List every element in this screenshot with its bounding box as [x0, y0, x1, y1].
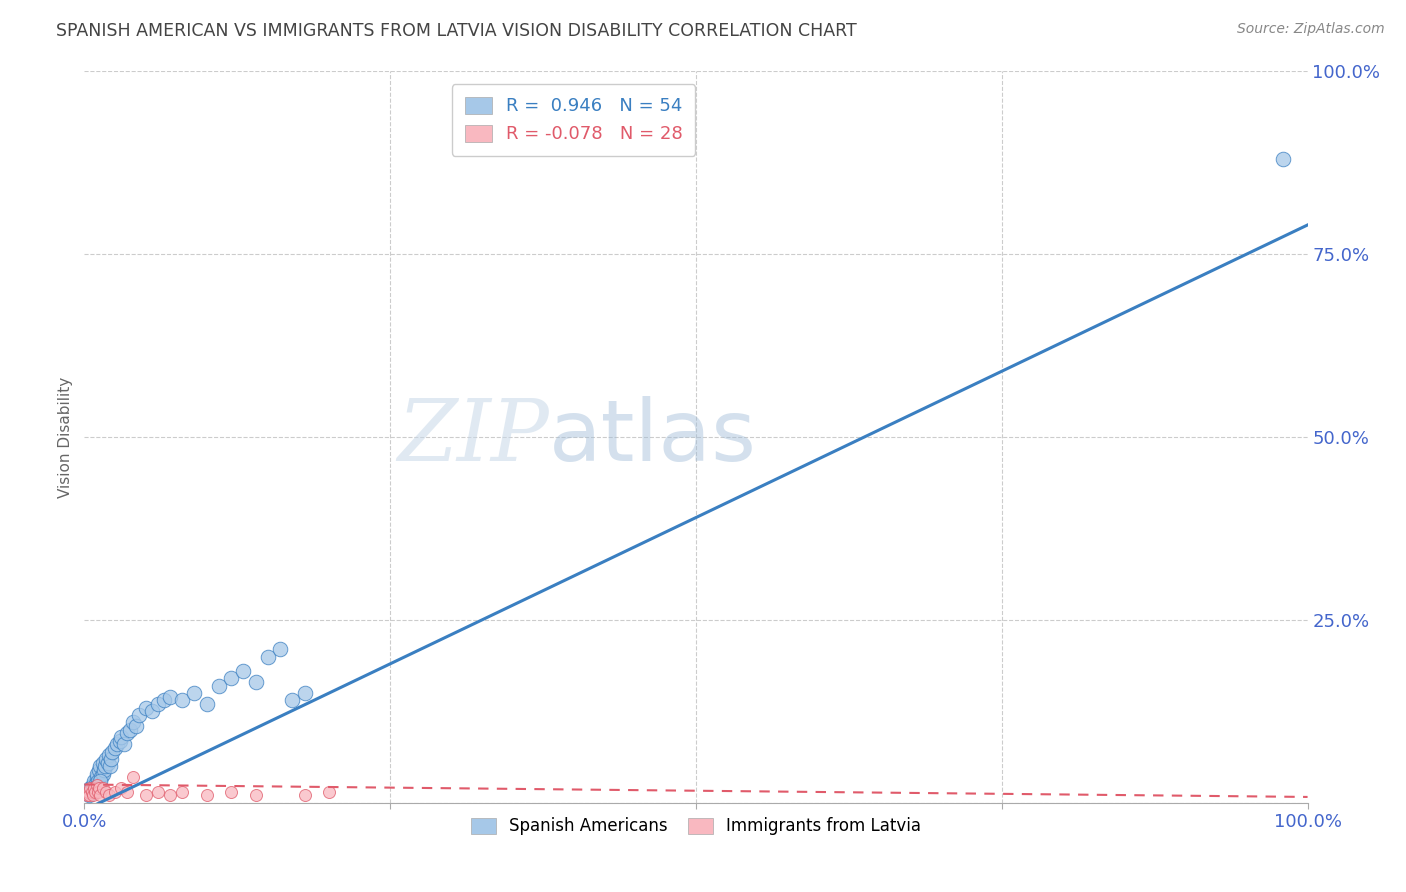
Point: [318, 785, 340, 799]
Point: [257, 649, 280, 664]
Point: [294, 686, 316, 700]
Point: [195, 697, 218, 711]
Point: [112, 737, 135, 751]
Point: [82, 789, 104, 803]
Point: [125, 719, 148, 733]
Y-axis label: Vision Disability: Vision Disability: [58, 376, 73, 498]
Point: [104, 785, 127, 799]
Point: [79, 781, 101, 796]
Point: [269, 642, 291, 657]
Point: [153, 693, 176, 707]
Point: [281, 693, 304, 707]
Point: [86, 778, 108, 792]
Point: [80, 785, 103, 799]
Point: [97, 748, 120, 763]
Point: [172, 785, 194, 799]
Point: [110, 781, 132, 796]
Point: [115, 726, 138, 740]
Point: [146, 697, 169, 711]
Point: [83, 773, 105, 788]
Point: [91, 781, 114, 796]
Point: [128, 708, 150, 723]
Point: [115, 785, 138, 799]
Point: [135, 789, 157, 803]
Point: [135, 700, 157, 714]
Point: [96, 785, 118, 799]
Point: [159, 789, 181, 803]
Point: [91, 756, 114, 770]
Point: [87, 781, 110, 796]
Text: SPANISH AMERICAN VS IMMIGRANTS FROM LATVIA VISION DISABILITY CORRELATION CHART: SPANISH AMERICAN VS IMMIGRANTS FROM LATV…: [56, 22, 858, 40]
Point: [122, 715, 145, 730]
Point: [91, 766, 114, 780]
Point: [96, 752, 118, 766]
Point: [93, 763, 115, 777]
Point: [89, 759, 111, 773]
Point: [80, 785, 103, 799]
Point: [87, 785, 110, 799]
Point: [141, 705, 163, 719]
Point: [83, 781, 105, 796]
Point: [89, 789, 111, 803]
Point: [183, 686, 205, 700]
Point: [100, 752, 122, 766]
Point: [84, 778, 107, 792]
Point: [195, 789, 218, 803]
Point: [76, 789, 98, 803]
Point: [77, 789, 100, 803]
Point: [83, 781, 105, 796]
Point: [101, 745, 124, 759]
Point: [89, 773, 111, 788]
Point: [172, 693, 194, 707]
Point: [87, 773, 110, 788]
Point: [219, 785, 242, 799]
Point: [87, 763, 110, 777]
Point: [82, 778, 104, 792]
Point: [105, 737, 128, 751]
Point: [104, 740, 127, 755]
Point: [77, 785, 100, 799]
Point: [77, 785, 100, 799]
Point: [97, 789, 120, 803]
Point: [77, 789, 100, 803]
Text: atlas: atlas: [550, 395, 758, 479]
Point: [108, 733, 131, 747]
Point: [79, 781, 101, 796]
Point: [232, 664, 254, 678]
Text: Source: ZipAtlas.com: Source: ZipAtlas.com: [1237, 22, 1385, 37]
Point: [118, 723, 141, 737]
Point: [245, 789, 267, 803]
Point: [94, 759, 117, 773]
Point: [86, 766, 108, 780]
Point: [98, 759, 121, 773]
Point: [1272, 152, 1295, 166]
Point: [84, 785, 107, 799]
Point: [208, 679, 231, 693]
Point: [146, 785, 169, 799]
Point: [97, 756, 120, 770]
Point: [86, 770, 108, 784]
Point: [219, 672, 242, 686]
Point: [245, 675, 267, 690]
Point: [122, 770, 145, 784]
Point: [294, 789, 316, 803]
Text: ZIP: ZIP: [398, 396, 550, 478]
Point: [159, 690, 181, 704]
Legend: Spanish Americans, Immigrants from Latvia: Spanish Americans, Immigrants from Latvi…: [464, 811, 928, 842]
Point: [110, 730, 132, 744]
Point: [80, 785, 103, 799]
Point: [90, 770, 112, 784]
Point: [87, 778, 110, 792]
